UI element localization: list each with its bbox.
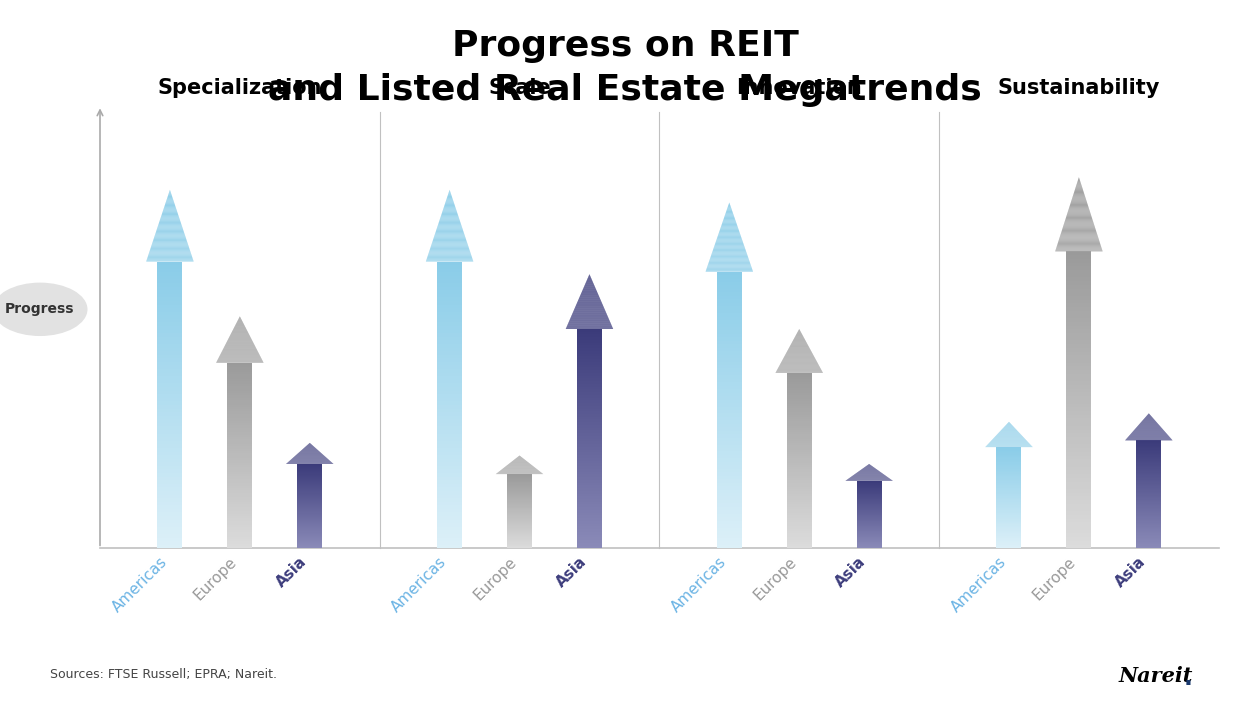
Text: Europe: Europe — [750, 554, 799, 602]
Text: Innovation: Innovation — [736, 78, 862, 98]
Text: Nareit: Nareit — [1119, 666, 1192, 686]
Text: Americas: Americas — [669, 554, 729, 615]
Text: Americas: Americas — [389, 554, 450, 615]
Text: Asia: Asia — [1112, 554, 1149, 591]
Text: Scale: Scale — [489, 78, 551, 98]
Text: .: . — [1184, 666, 1192, 690]
Text: and Listed Real Estate Megatrends: and Listed Real Estate Megatrends — [269, 73, 983, 107]
Ellipse shape — [0, 283, 88, 336]
Text: Asia: Asia — [554, 554, 590, 591]
Text: Sustainability: Sustainability — [998, 78, 1160, 98]
Text: Europe: Europe — [471, 554, 520, 602]
Text: Progress: Progress — [5, 302, 75, 316]
Text: Asia: Asia — [274, 554, 310, 591]
Text: Sources: FTSE Russell; EPRA; Nareit.: Sources: FTSE Russell; EPRA; Nareit. — [50, 669, 278, 681]
Text: Specialization: Specialization — [158, 78, 322, 98]
Text: Americas: Americas — [948, 554, 1009, 615]
Text: Europe: Europe — [1030, 554, 1079, 602]
Text: Americas: Americas — [109, 554, 170, 615]
Text: Asia: Asia — [832, 554, 869, 591]
Text: Progress on REIT: Progress on REIT — [451, 29, 799, 63]
Text: Europe: Europe — [191, 554, 240, 602]
